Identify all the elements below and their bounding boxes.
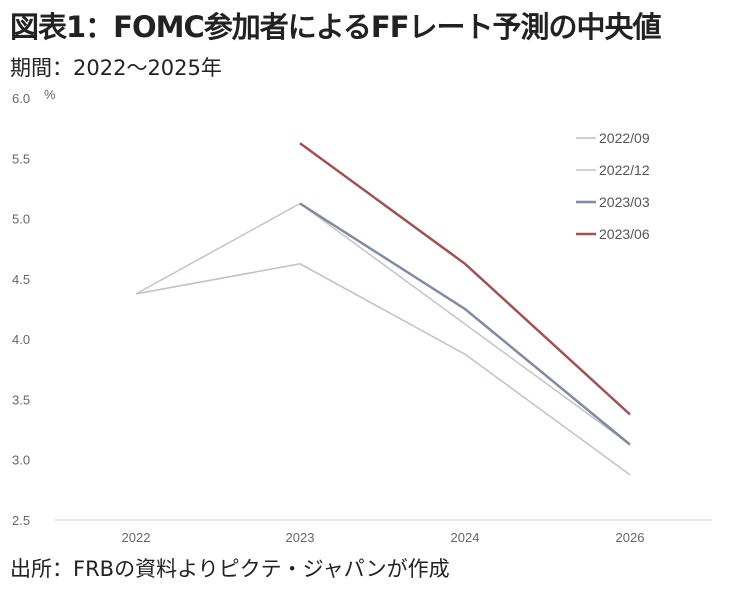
y-tick-label: 6.0 <box>12 91 30 106</box>
x-tick-label: 2024 <box>451 530 480 545</box>
y-tick-label: 4.0 <box>12 332 30 347</box>
legend-label: 2022/09 <box>599 130 650 146</box>
series-line-2023-06 <box>299 142 631 416</box>
chart-title: 図表1：FOMC参加者によるFFレート予測の中央値 <box>10 10 662 44</box>
legend-label: 2023/06 <box>599 226 650 242</box>
series-line-2022-12 <box>135 202 631 446</box>
legend-label: 2023/03 <box>599 194 650 210</box>
y-tick-label: 5.5 <box>12 151 30 166</box>
chart-subtitle: 期間：2022～2025年 <box>10 56 222 80</box>
x-tick-label: 2026 <box>616 530 645 545</box>
y-tick-label: 2.5 <box>12 513 30 528</box>
y-axis-unit: % <box>44 87 56 102</box>
y-tick-label: 4.5 <box>12 272 30 287</box>
x-tick-label: 2022 <box>122 530 151 545</box>
source-note: 出所：FRBの資料よりピクテ・ジャパンが作成 <box>10 557 450 581</box>
legend-label: 2022/12 <box>599 162 650 178</box>
y-tick-label: 3.0 <box>12 453 30 468</box>
series-line-2023-03 <box>299 202 631 446</box>
y-tick-label: 3.5 <box>12 392 30 407</box>
y-tick-label: 5.0 <box>12 212 30 227</box>
series-line-2022-09 <box>135 263 631 476</box>
x-tick-label: 2023 <box>286 530 315 545</box>
